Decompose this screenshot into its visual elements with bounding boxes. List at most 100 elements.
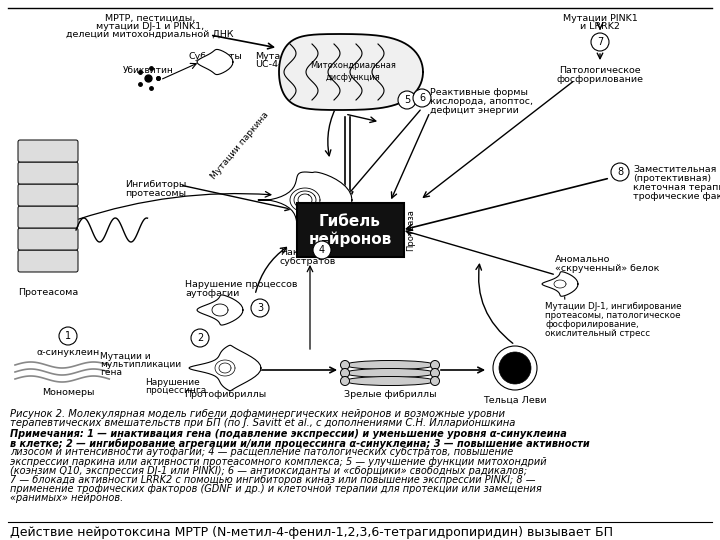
Text: Действие нейротоксина МРТР (N-метил-4-фенил-1,2,3,6-тетрагидропиридин) вызывает : Действие нейротоксина МРТР (N-метил-4-фе… bbox=[10, 526, 613, 539]
Text: терапевтических вмешательств при БП (по J. Savitt et al., с дополнениями С.Н. Ил: терапевтических вмешательств при БП (по … bbox=[10, 418, 516, 428]
Text: Тельца Леви: Тельца Леви bbox=[483, 396, 546, 405]
Text: Мономеры: Мономеры bbox=[42, 388, 94, 397]
Text: 6: 6 bbox=[419, 93, 425, 103]
Text: (коэнзим Q10, экспрессия DJ-1 или PINKI); 6 — антиоксиданты и «сборщики» свободн: (коэнзим Q10, экспрессия DJ-1 или PINKI)… bbox=[10, 466, 527, 476]
FancyBboxPatch shape bbox=[18, 228, 78, 250]
Circle shape bbox=[341, 361, 349, 369]
FancyBboxPatch shape bbox=[18, 184, 78, 206]
Text: экспрессии паркина или активности протеасомного комплекса; 5 — улучшение функции: экспрессии паркина или активности протеа… bbox=[10, 457, 546, 467]
Text: применение трофических факторов (GDNF и др.) и клеточной терапии для протекции и: применение трофических факторов (GDNF и … bbox=[10, 484, 541, 494]
Text: 5: 5 bbox=[404, 95, 410, 105]
Circle shape bbox=[499, 352, 531, 384]
Text: 8: 8 bbox=[617, 167, 623, 177]
Circle shape bbox=[341, 376, 349, 386]
Circle shape bbox=[431, 368, 439, 377]
Text: Примечания: 1 — инактивация гена (подавление экспрессии) и уменьшение уровня α-с: Примечания: 1 — инактивация гена (подавл… bbox=[10, 429, 567, 439]
Text: Зрелые фибриллы: Зрелые фибриллы bbox=[343, 390, 436, 399]
Polygon shape bbox=[197, 49, 233, 75]
Text: Рисунок 2. Молекулярная модель гибели дофаминергических нейронов и возможные уро: Рисунок 2. Молекулярная модель гибели до… bbox=[10, 409, 505, 419]
Polygon shape bbox=[189, 345, 261, 391]
Text: дефицит энергии: дефицит энергии bbox=[430, 106, 519, 115]
FancyBboxPatch shape bbox=[18, 250, 78, 272]
FancyBboxPatch shape bbox=[18, 206, 78, 228]
Circle shape bbox=[251, 299, 269, 317]
Text: 7 — блокада активности LRRK2 с помощью ингибиторов киназ или повышение экспресси: 7 — блокада активности LRRK2 с помощью и… bbox=[10, 475, 536, 485]
Text: Субстраты: Субстраты bbox=[188, 52, 242, 61]
Text: мутации DJ-1 и PINK1,: мутации DJ-1 и PINK1, bbox=[96, 22, 204, 31]
Text: Реактивные формы: Реактивные формы bbox=[430, 88, 528, 97]
Circle shape bbox=[191, 329, 209, 347]
Text: убиквитирования: убиквитирования bbox=[330, 97, 418, 106]
Text: Патологическое: Патологическое bbox=[559, 66, 641, 75]
Text: протеасомы: протеасомы bbox=[125, 189, 186, 198]
Text: 1: 1 bbox=[65, 331, 71, 341]
Polygon shape bbox=[197, 295, 243, 325]
Ellipse shape bbox=[345, 368, 435, 377]
Polygon shape bbox=[279, 34, 423, 110]
Text: лизосом и интенсивности аутофагии; 4 — расщепление патологических субстратов, по: лизосом и интенсивности аутофагии; 4 — р… bbox=[10, 448, 513, 457]
Text: протеасомы, патологическое: протеасомы, патологическое bbox=[545, 311, 680, 320]
Text: α-синуклеин: α-синуклеин bbox=[37, 348, 99, 357]
Text: Протофибриллы: Протофибриллы bbox=[184, 390, 266, 399]
Text: Мутации паркина: Мутации паркина bbox=[210, 110, 271, 181]
FancyBboxPatch shape bbox=[18, 140, 78, 162]
Polygon shape bbox=[258, 172, 352, 228]
Text: 3: 3 bbox=[257, 303, 263, 313]
Text: 4: 4 bbox=[319, 245, 325, 255]
Text: нейронов: нейронов bbox=[308, 231, 392, 247]
Ellipse shape bbox=[345, 361, 435, 369]
Circle shape bbox=[313, 241, 331, 259]
Text: 2: 2 bbox=[197, 333, 203, 343]
Text: процессинга: процессинга bbox=[145, 386, 206, 395]
Circle shape bbox=[341, 368, 349, 377]
Text: Аномально: Аномально bbox=[555, 255, 611, 264]
Ellipse shape bbox=[345, 376, 435, 386]
Text: Убиквитин: Убиквитин bbox=[122, 66, 174, 75]
Polygon shape bbox=[542, 272, 578, 296]
FancyBboxPatch shape bbox=[18, 162, 78, 184]
Text: гена: гена bbox=[100, 368, 122, 377]
Circle shape bbox=[431, 376, 439, 386]
Text: Мутации PINK1: Мутации PINK1 bbox=[562, 14, 637, 23]
Text: фосфорилирование,: фосфорилирование, bbox=[545, 320, 639, 329]
Text: Накопление: Накопление bbox=[280, 248, 341, 257]
FancyBboxPatch shape bbox=[297, 203, 403, 257]
Circle shape bbox=[59, 327, 77, 345]
Text: Нарушение: Нарушение bbox=[145, 378, 199, 387]
Text: делеции митохондриальной ДНК: делеции митохондриальной ДНК bbox=[66, 30, 234, 39]
Text: трофические факторы: трофические факторы bbox=[633, 192, 720, 201]
Circle shape bbox=[413, 89, 431, 107]
Text: Заместительная: Заместительная bbox=[633, 165, 716, 174]
Text: клеточная терапия,: клеточная терапия, bbox=[633, 183, 720, 192]
Circle shape bbox=[591, 33, 609, 51]
Text: 7: 7 bbox=[597, 37, 603, 47]
Text: Митохондриальная: Митохондриальная bbox=[310, 62, 396, 71]
Circle shape bbox=[611, 163, 629, 181]
Text: (протективная): (протективная) bbox=[633, 174, 711, 183]
Text: и LRRK2: и LRRK2 bbox=[580, 22, 620, 31]
Circle shape bbox=[431, 361, 439, 369]
Text: Протеасома: Протеасома bbox=[18, 288, 78, 297]
Circle shape bbox=[493, 346, 537, 390]
Circle shape bbox=[398, 91, 416, 109]
Text: «ранимых» нейронов.: «ранимых» нейронов. bbox=[10, 494, 123, 503]
Text: Гибель: Гибель bbox=[319, 213, 381, 228]
Text: аутофагии: аутофагии bbox=[185, 289, 239, 298]
Text: мультипликации: мультипликации bbox=[100, 360, 181, 369]
Text: в клетке; 2 — ингибирование агрегации и/или процессинга α-синуклеина; 3 — повыше: в клетке; 2 — ингибирование агрегации и/… bbox=[10, 438, 590, 449]
Text: «скрученный» белок: «скрученный» белок bbox=[555, 264, 660, 273]
Text: Нарушение процессов: Нарушение процессов bbox=[185, 280, 297, 289]
Text: дисфункция: дисфункция bbox=[325, 72, 380, 82]
Text: UC-4-L1: UC-4-L1 bbox=[255, 60, 292, 69]
Text: фосфорилование: фосфорилование bbox=[557, 75, 644, 84]
Text: кислорода, апоптос,: кислорода, апоптос, bbox=[430, 97, 533, 106]
Text: Мутации DJ-1, ингибирование: Мутации DJ-1, ингибирование bbox=[545, 302, 682, 311]
Text: окислительный стресс: окислительный стресс bbox=[545, 329, 650, 338]
Text: МРТР, пестициды,: МРТР, пестициды, bbox=[105, 14, 195, 23]
Text: Протеаза: Протеаза bbox=[406, 209, 415, 251]
Text: Нарушение: Нарушение bbox=[330, 88, 387, 97]
Text: субстратов: субстратов bbox=[280, 257, 336, 266]
Text: Мутации: Мутации bbox=[255, 52, 299, 61]
Text: Ингибиторы: Ингибиторы bbox=[125, 180, 186, 189]
Text: Мутации и: Мутации и bbox=[100, 352, 150, 361]
